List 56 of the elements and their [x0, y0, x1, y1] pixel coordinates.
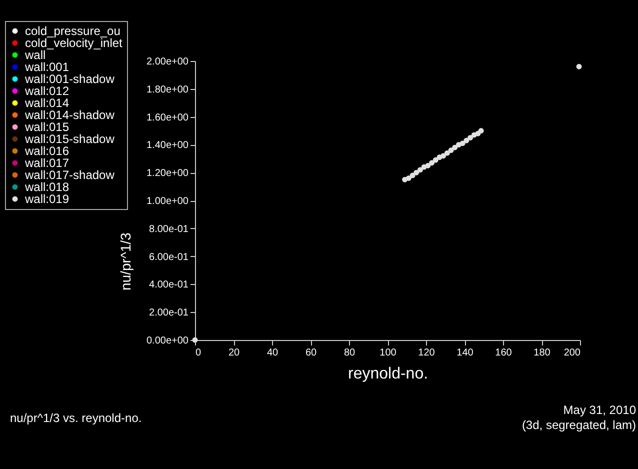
point	[425, 162, 431, 168]
point	[444, 150, 450, 156]
text: (3d, segregated, lam)	[522, 418, 636, 432]
y-tick-label: 1.40e+00	[146, 140, 189, 152]
legend-label: wall	[24, 48, 46, 62]
y-tick-label: 2.00e+00	[146, 56, 189, 68]
point	[429, 160, 435, 166]
y-tick-label: 4.00e-01	[149, 280, 189, 291]
y-tick-label: 0.00e+00	[146, 336, 189, 346]
point	[414, 170, 420, 176]
legend-label: cold_velocity_inlet	[25, 36, 124, 50]
legend-label: wall:012	[24, 84, 70, 98]
y-tick-label: 8.00e-01	[149, 224, 189, 235]
point	[432, 157, 438, 163]
point	[448, 148, 454, 154]
x-tick-label: 20	[228, 348, 240, 358]
x-tick-label: 140	[456, 348, 474, 358]
x-tick-label: 120	[418, 348, 436, 358]
legend-label: wall:001-shadow	[24, 72, 115, 86]
legend-label: wall:017	[24, 156, 70, 170]
legend-label: wall:015-shadow	[24, 132, 115, 146]
y-tick-label: 2.00e-01	[149, 308, 189, 319]
point	[468, 134, 474, 140]
legend-label: wall:014	[24, 96, 70, 110]
y-tick-label: 1.00e+00	[146, 196, 189, 207]
point	[417, 167, 423, 173]
x-tick-label: 200	[564, 348, 581, 358]
point	[406, 175, 412, 181]
x-tick-label: 40	[266, 348, 278, 358]
x-tick-label: 100	[380, 348, 397, 358]
x-tick-label: 180	[534, 348, 551, 358]
point	[478, 128, 484, 134]
point	[576, 64, 582, 70]
y-tick-label: 1.80e+00	[146, 84, 189, 96]
legend-label: cold_pressure_ou	[25, 24, 120, 38]
point	[440, 153, 446, 159]
text: May 31, 2010	[563, 403, 636, 417]
legend-label: wall:017-shadow	[24, 168, 115, 182]
x-tick-label: 60	[305, 348, 317, 358]
x-tick-label: 0	[196, 348, 202, 358]
legend-label: wall:016	[24, 144, 70, 158]
legend-label: wall:015	[24, 120, 70, 134]
y-tick-label: 6.00e-01	[149, 252, 189, 263]
point	[410, 172, 416, 178]
x-tick-label: 160	[495, 348, 512, 358]
y-axis-title: nu/pr^1/3	[118, 232, 134, 290]
x-tick-label: 80	[344, 348, 356, 358]
legend-label: wall:001	[24, 60, 70, 74]
point	[460, 140, 466, 146]
legend-label: wall:018	[24, 180, 70, 194]
legend-label: wall:019	[24, 192, 70, 206]
legend-label: wall:014-shadow	[24, 108, 115, 122]
y-tick-label: 1.60e+00	[146, 112, 189, 124]
text: nu/pr^1/3 vs. reynold-no.	[10, 411, 142, 425]
x-axis-title: reynold-no.	[348, 366, 428, 382]
y-tick-label: 1.20e+00	[146, 168, 189, 180]
